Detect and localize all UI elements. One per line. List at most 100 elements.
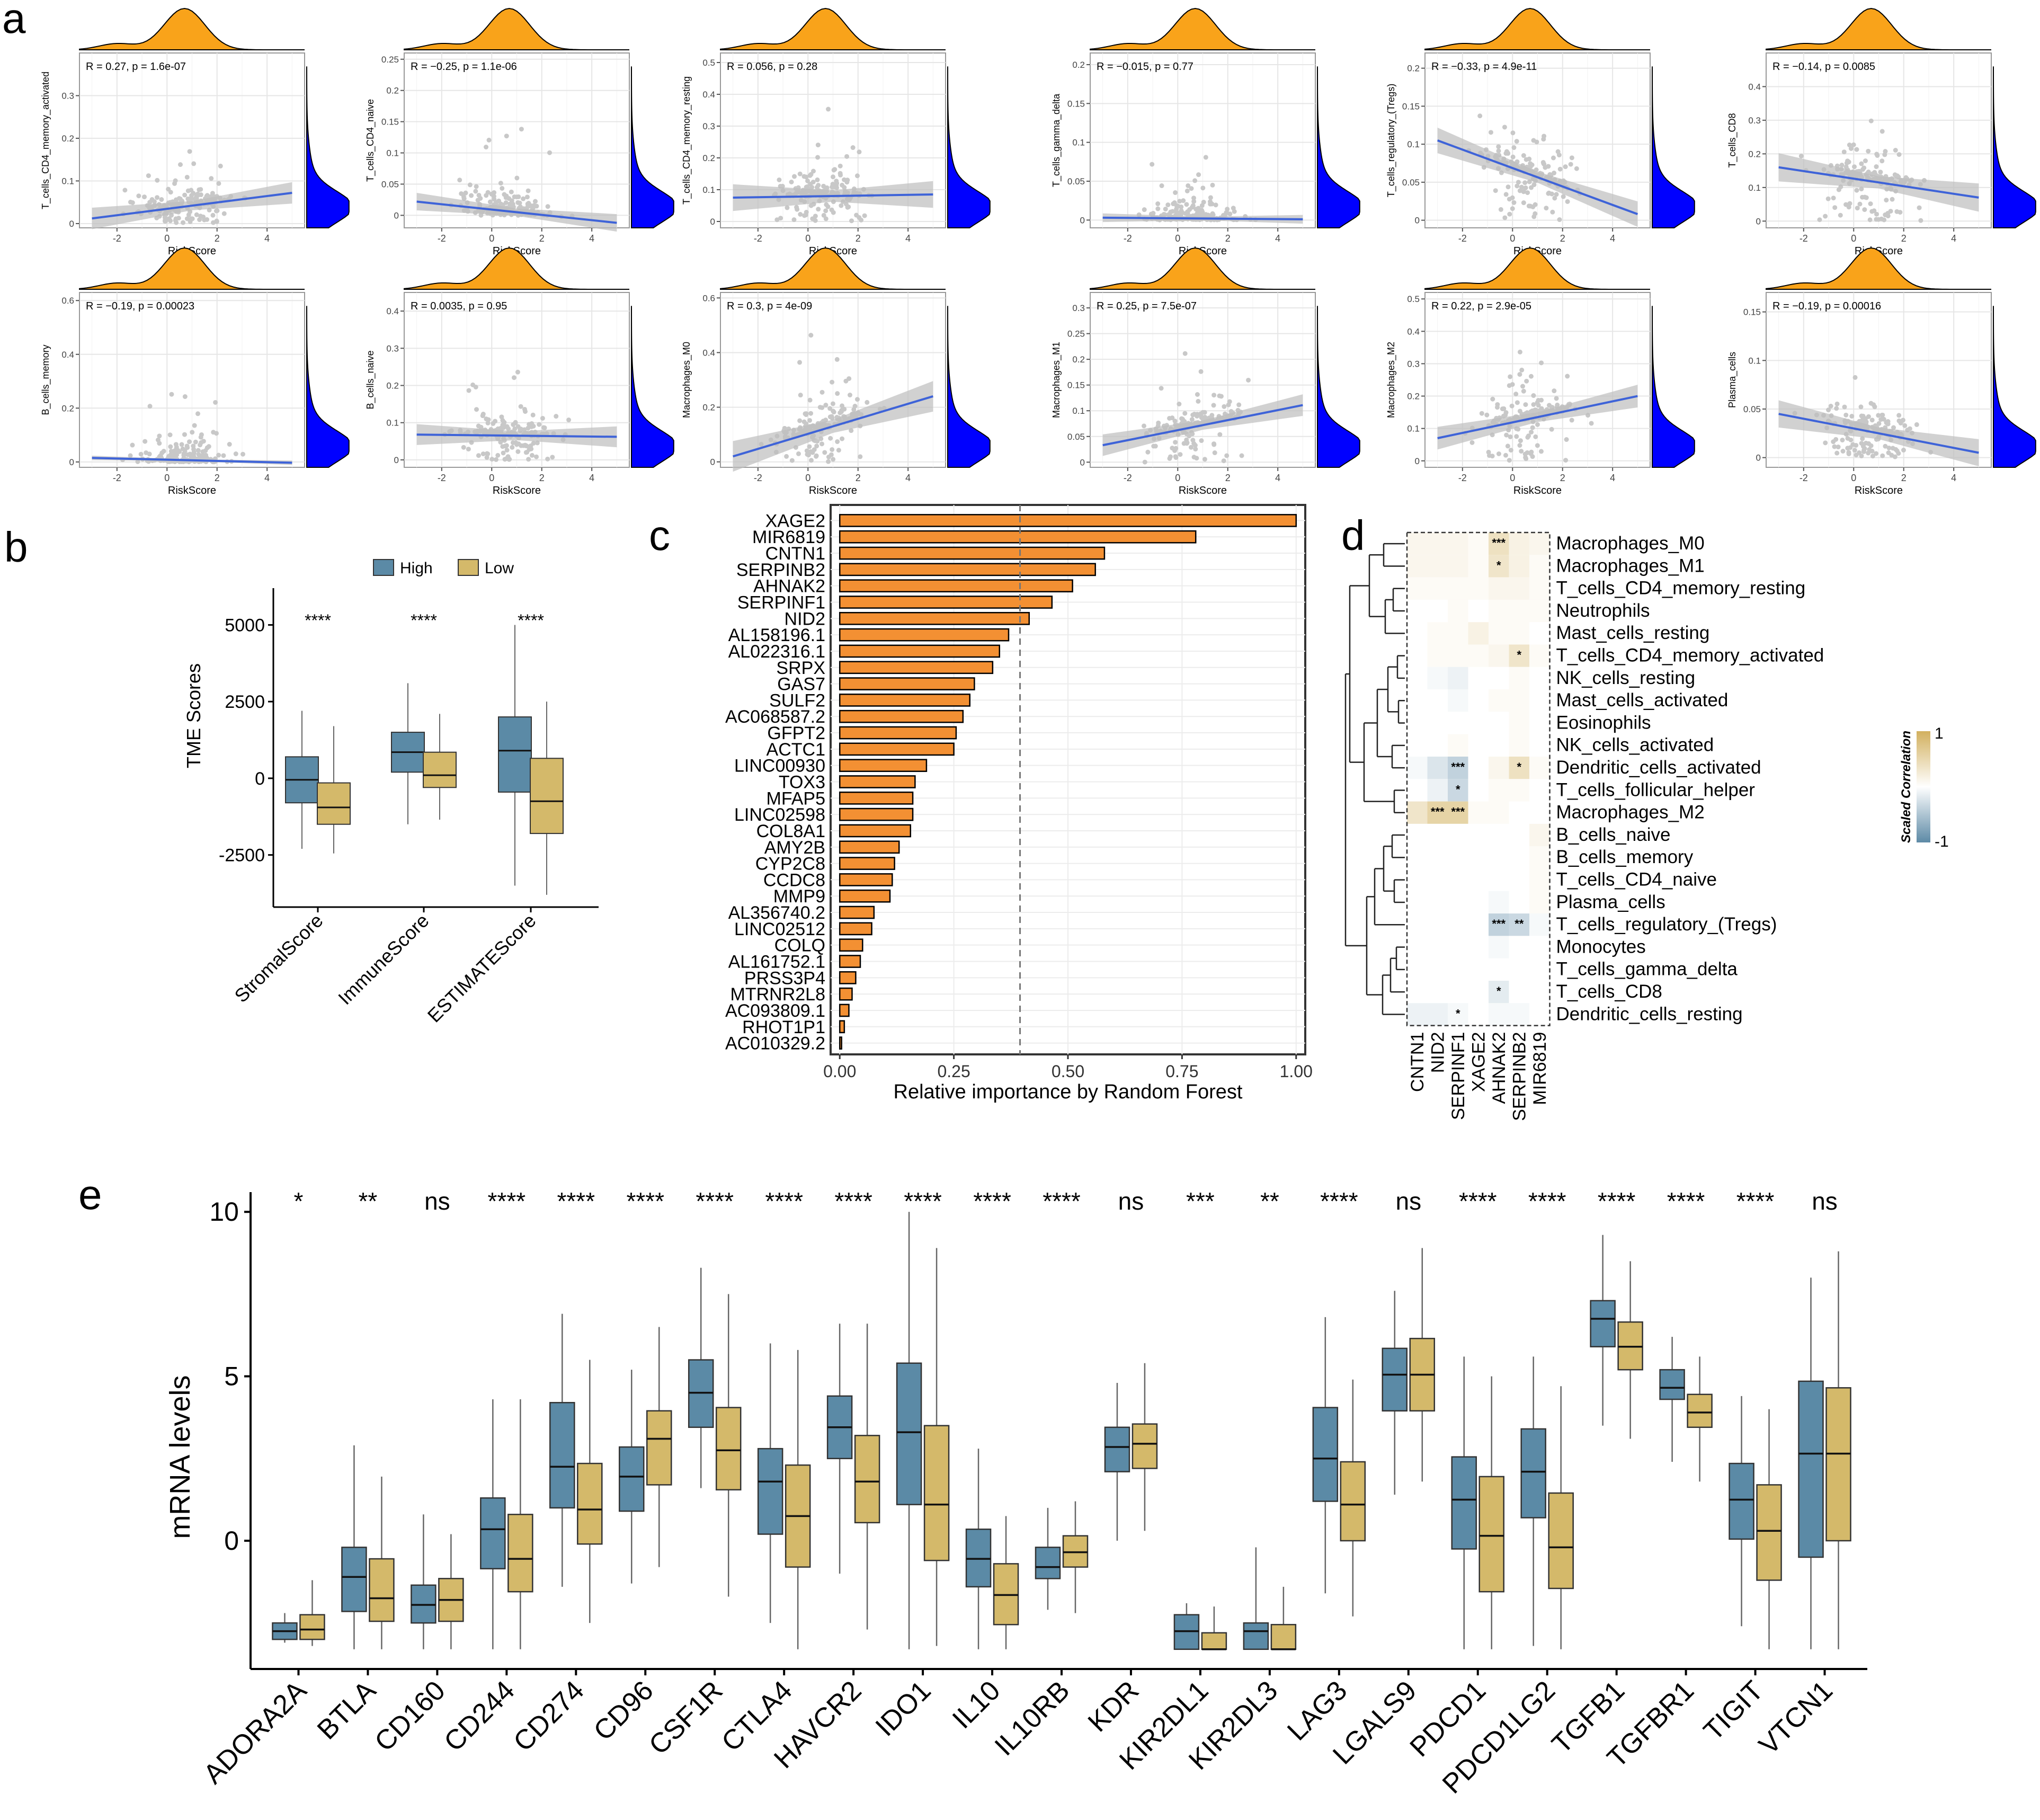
scatter-point	[1507, 383, 1512, 388]
scatter-point	[1918, 218, 1923, 223]
scatter-point	[1190, 205, 1195, 210]
scatter-point	[504, 424, 510, 429]
scatter-point	[1246, 377, 1251, 383]
scatter-point	[1896, 152, 1902, 157]
box-High-TIGIT	[1729, 1396, 1754, 1627]
box-High-ImmuneScore	[391, 683, 425, 824]
importance-bar	[839, 938, 863, 952]
scatter-point	[522, 406, 527, 412]
scatter-point	[824, 185, 830, 190]
heat-cell	[1529, 801, 1550, 824]
x-axis-title: RiskScore	[809, 485, 857, 496]
scatter-point	[835, 391, 840, 396]
importance-bar	[839, 971, 857, 984]
scatter-point	[1507, 197, 1512, 202]
scatter-point	[142, 439, 148, 444]
scatter-point	[865, 399, 870, 405]
box-iqr	[299, 1614, 325, 1640]
scatter-point	[521, 196, 526, 201]
scatter-point	[138, 451, 144, 457]
heat-cell	[1509, 712, 1529, 734]
scatter-point	[474, 184, 479, 189]
scatter-point	[503, 200, 509, 205]
importance-bar	[839, 709, 964, 723]
scatter-point	[480, 413, 485, 418]
scatter-point	[484, 145, 489, 150]
scatter-point	[778, 216, 783, 221]
scatter-point	[1211, 393, 1217, 398]
scatter-point	[163, 219, 168, 224]
x-tick-label: 4	[1610, 473, 1615, 483]
scatter-panel-2: R = 0.056, p = 0.28 -2 0 2 4 0 0.1 0.2 0.3 0.4 0.5…	[681, 7, 991, 257]
importance-bar	[839, 759, 928, 773]
y-tick-label: 0	[69, 457, 74, 467]
scatter-point	[1484, 412, 1490, 418]
cell-significance: *	[1517, 760, 1521, 774]
correlation-annotation: R = −0.015, p = 0.77	[1097, 61, 1193, 73]
scatter-point	[1227, 211, 1233, 217]
x-tick-label: -2	[1124, 233, 1132, 244]
scatter-point	[1893, 173, 1898, 178]
scatter-point	[1565, 199, 1570, 204]
scatter-point	[1172, 419, 1178, 424]
heat-cell	[1468, 712, 1489, 734]
heat-cell	[1448, 1003, 1468, 1026]
scatter-point	[1505, 184, 1511, 190]
scatter-point	[184, 443, 190, 449]
scatter-point	[1528, 409, 1534, 414]
heat-cell	[1509, 757, 1529, 779]
row-label: Eosinophils	[1556, 712, 1651, 733]
scatter-point	[1236, 402, 1242, 407]
scatter-point	[1859, 187, 1864, 192]
scatter-point	[1831, 439, 1836, 445]
scatter-point	[1870, 454, 1875, 459]
scatter-point	[1874, 164, 1879, 170]
scatter-point	[1239, 453, 1244, 458]
cell-significance: ***	[1451, 805, 1465, 819]
box-Low-StromalScore	[317, 726, 351, 854]
box-iqr	[1201, 1632, 1227, 1650]
heat-cell	[1529, 532, 1550, 555]
gene-label: LINC02598	[734, 805, 825, 825]
scatter-point	[1868, 201, 1873, 207]
x-tick-label: 2	[1225, 233, 1231, 244]
row-label: Mast_cells_resting	[1556, 623, 1710, 643]
correlation-annotation: R = 0.22, p = 2.9e-05	[1431, 300, 1531, 312]
importance-bar	[839, 530, 1197, 544]
regression-line	[1102, 404, 1303, 447]
scatter-point	[541, 425, 546, 430]
heat-cell	[1468, 689, 1489, 712]
scatter-point	[812, 447, 817, 452]
box-iqr	[317, 782, 351, 825]
y-tick-label: 5000	[225, 615, 265, 635]
scatter-panel-4: R = −0.33, p = 4.9e-11 -2 0 2 4 0 0.05 0.1 0.15 0…	[1386, 7, 1695, 257]
importance-bar	[839, 742, 955, 756]
scatter-point	[1551, 155, 1556, 161]
scatter-point	[1864, 195, 1869, 200]
heat-cell	[1509, 734, 1529, 757]
heat-cell	[1427, 644, 1448, 667]
heat-cell	[1427, 1003, 1448, 1026]
column-label: NID2	[1428, 1032, 1448, 1073]
scatter-point	[502, 192, 507, 197]
scatter-point	[144, 450, 149, 455]
y-tick-label: 0.1	[702, 185, 715, 195]
box-Low-TIGIT	[1756, 1409, 1782, 1649]
importance-bar	[839, 840, 900, 854]
heat-cell	[1529, 913, 1550, 936]
scatter-point	[1883, 149, 1888, 154]
y-tick-label: 0.4	[386, 306, 399, 316]
panel-c-label: c	[649, 512, 670, 559]
scatter-point	[784, 454, 789, 459]
heat-cell	[1489, 868, 1509, 891]
scatter-point	[1798, 154, 1804, 159]
heat-cell	[1448, 891, 1468, 914]
scatter-point	[1848, 445, 1853, 450]
box-High-CD244	[480, 1399, 506, 1649]
scatter-point	[502, 457, 507, 462]
scatter-point	[826, 459, 831, 464]
scatter-point	[839, 203, 844, 208]
heat-cell	[1427, 981, 1448, 1004]
scatter-point	[1541, 137, 1546, 142]
scatter-point	[1529, 449, 1534, 455]
